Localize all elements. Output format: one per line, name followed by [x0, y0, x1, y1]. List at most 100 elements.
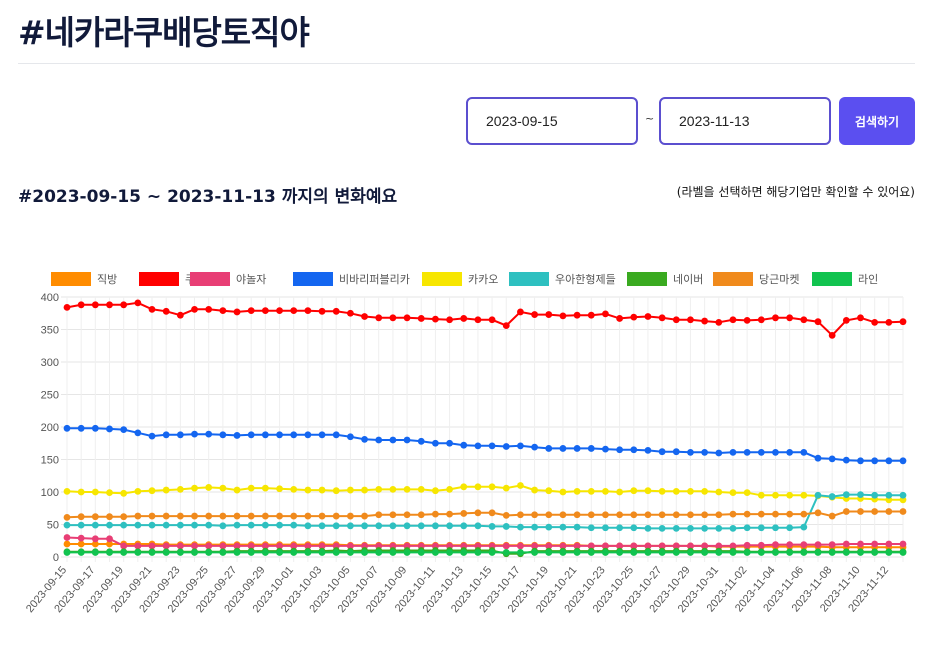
data-point [517, 542, 524, 550]
data-point [814, 509, 822, 517]
data-point [63, 513, 71, 521]
data-point [63, 549, 71, 556]
data-point [828, 512, 836, 520]
data-point [304, 431, 312, 439]
data-point [757, 524, 765, 532]
data-point [885, 457, 893, 465]
data-point [417, 522, 425, 530]
legend-swatch[interactable] [627, 272, 667, 286]
data-point [304, 542, 312, 550]
legend-label[interactable]: 당근마켓 [759, 273, 799, 286]
start-date-input[interactable] [466, 97, 638, 145]
data-point [573, 445, 581, 452]
data-point [106, 549, 113, 556]
legend-swatch[interactable] [51, 272, 91, 286]
data-point [474, 522, 482, 530]
data-point [602, 542, 609, 550]
data-point [531, 443, 538, 451]
data-point [106, 540, 113, 548]
legend-swatch[interactable] [509, 272, 549, 286]
legend-swatch[interactable] [713, 272, 753, 286]
data-point [885, 318, 893, 326]
data-point [687, 448, 694, 456]
data-point [545, 542, 553, 550]
data-point [517, 442, 524, 450]
data-point [63, 534, 71, 541]
data-point [701, 511, 709, 519]
data-point [573, 549, 581, 556]
data-point [814, 454, 822, 462]
data-point [616, 488, 624, 496]
data-point [729, 510, 737, 518]
data-point [346, 522, 354, 530]
data-point [587, 487, 595, 495]
data-point [176, 512, 184, 520]
data-point [63, 540, 71, 548]
legend-label[interactable]: 카카오 [468, 273, 498, 286]
y-tick-label: 100 [41, 487, 59, 499]
data-point [106, 535, 113, 543]
data-point [176, 486, 184, 493]
data-point [446, 316, 453, 324]
data-point [743, 448, 751, 456]
data-point [219, 549, 227, 556]
data-point [375, 314, 383, 322]
data-point [403, 522, 411, 530]
data-point [899, 491, 907, 499]
legend-label[interactable]: 직방 [97, 273, 117, 286]
data-point [219, 431, 227, 439]
legend-swatch[interactable] [422, 272, 462, 286]
legend-label[interactable]: 우아한형제들 [555, 273, 616, 286]
data-point [460, 522, 468, 530]
legend-swatch[interactable] [812, 272, 852, 286]
end-date-input[interactable] [659, 97, 831, 145]
data-point [800, 448, 808, 456]
data-point [871, 508, 879, 515]
data-point [772, 524, 779, 532]
legend-swatch[interactable] [139, 272, 179, 286]
data-point [531, 486, 538, 494]
data-point [772, 448, 779, 456]
data-point [148, 487, 156, 495]
data-point [446, 549, 453, 556]
data-point [432, 522, 439, 530]
data-point [757, 549, 765, 556]
legend-label[interactable]: 야놀자 [236, 273, 266, 286]
date-range-separator: ~ [645, 112, 655, 125]
data-point [432, 510, 439, 518]
legend-swatch[interactable] [293, 272, 333, 286]
data-point [701, 317, 709, 325]
data-point [630, 313, 638, 321]
data-point [318, 542, 326, 550]
data-point [602, 511, 609, 519]
data-point [148, 432, 156, 440]
legend-label[interactable]: 라인 [858, 273, 878, 286]
data-point [77, 534, 85, 542]
data-point [290, 549, 298, 556]
data-point [389, 436, 397, 444]
legend-swatch[interactable] [190, 272, 230, 286]
data-point [176, 549, 184, 556]
data-point [91, 424, 99, 432]
data-point [304, 486, 312, 494]
data-point [545, 523, 553, 531]
data-point [658, 448, 666, 456]
data-point [687, 549, 694, 556]
legend-label[interactable]: 비바리퍼블리카 [339, 273, 410, 286]
data-point [346, 433, 354, 441]
search-button[interactable]: 검색하기 [839, 97, 915, 145]
data-point [772, 549, 779, 556]
data-point [304, 512, 312, 520]
data-point [602, 487, 609, 495]
data-point [573, 311, 581, 319]
data-point [871, 540, 879, 548]
data-point [715, 449, 723, 457]
legend-label[interactable]: 네이버 [673, 273, 703, 286]
data-point [842, 456, 850, 464]
data-point [247, 521, 255, 529]
data-point [786, 524, 794, 532]
data-point [148, 305, 156, 313]
data-point [106, 301, 113, 309]
data-point [219, 484, 227, 492]
data-point [672, 448, 680, 456]
